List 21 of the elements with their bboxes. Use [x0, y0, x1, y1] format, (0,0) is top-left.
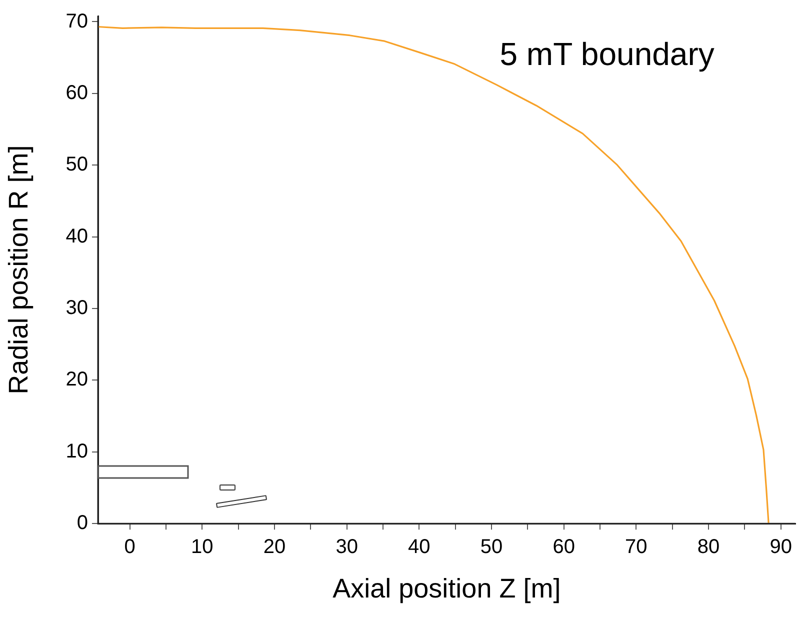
- x-tick-label: 50: [480, 536, 503, 558]
- x-tick-label: 60: [552, 536, 575, 558]
- x-tick-label: 70: [625, 536, 648, 558]
- y-tick-label: 60: [66, 82, 88, 104]
- y-tick-label: 40: [66, 225, 88, 248]
- x-tick-label: 90: [770, 536, 792, 558]
- x-tick-label: 0: [124, 536, 136, 558]
- y-tick-label: 50: [66, 154, 88, 176]
- y-tick-label: 0: [76, 512, 88, 534]
- y-axis-title: Radial position R [m]: [4, 145, 34, 394]
- x-tick-label: 80: [697, 536, 720, 558]
- x-tick-label: 40: [408, 536, 430, 558]
- y-tick-label: 10: [66, 440, 88, 462]
- x-tick-label: 30: [336, 536, 358, 558]
- x-tick-label: 10: [191, 536, 214, 558]
- y-tick-label: 30: [66, 297, 88, 320]
- y-tick-label: 70: [66, 10, 88, 32]
- annotation: 5 mT boundary: [500, 36, 714, 72]
- y-tick-label: 20: [66, 368, 88, 391]
- x-axis-title: Axial position Z [m]: [332, 573, 561, 604]
- x-tick-label: 20: [263, 536, 286, 558]
